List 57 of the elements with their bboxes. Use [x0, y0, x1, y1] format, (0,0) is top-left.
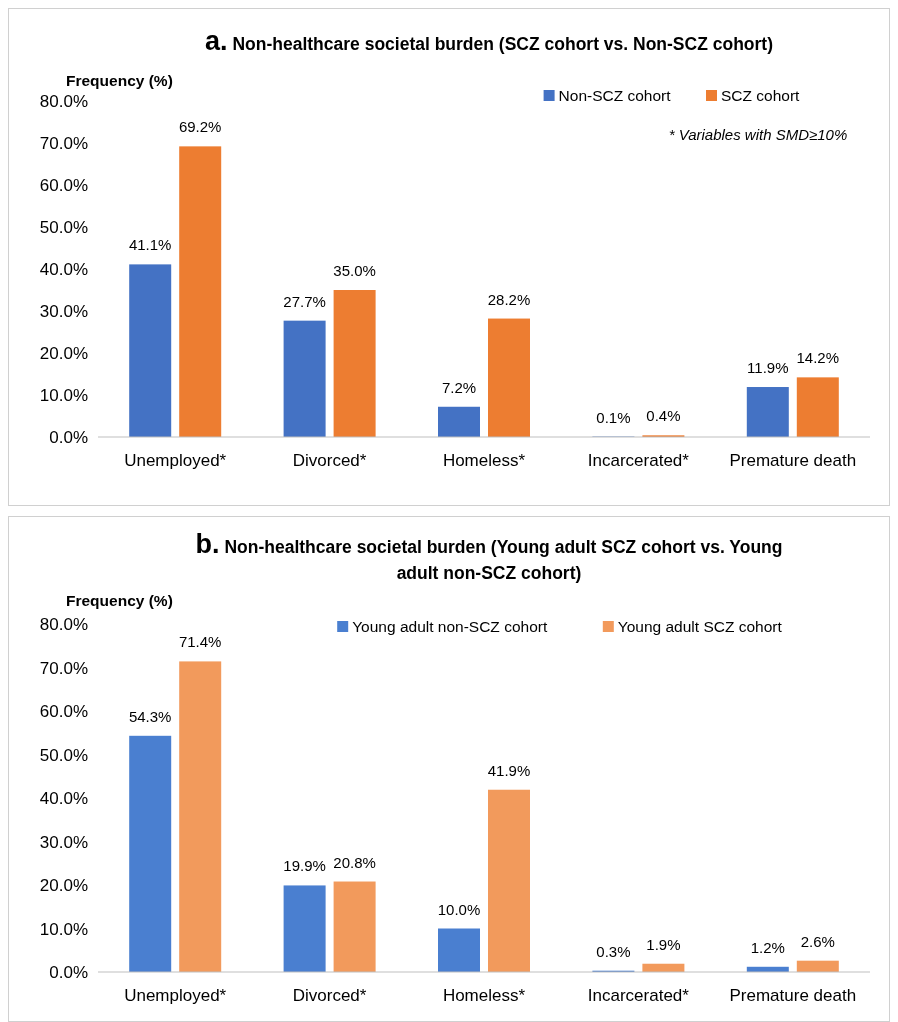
data-label: 1.2% — [750, 938, 785, 956]
data-label: 0.4% — [646, 407, 681, 425]
data-label: 35.0% — [333, 262, 376, 279]
y-tick-label: 70.0% — [39, 658, 88, 678]
y-tick-label: 10.0% — [39, 386, 88, 405]
x-tick-label: Unemployed* — [124, 986, 227, 1005]
x-tick-label: Incarcerated* — [587, 451, 690, 470]
legend-label: Young adult non-SCZ cohort — [352, 618, 548, 635]
legend-label: Non-SCZ cohort — [558, 87, 672, 104]
chart-title: b. Non-healthcare societal burden (Young adult SCZ cohort vs. Young adult non-SCZ cohort) — [195, 529, 783, 583]
y-axis-title: Frequency (%) — [66, 592, 173, 609]
x-tick-label: Divorced* — [292, 986, 367, 1005]
x-tick-label: Unemployed* — [124, 451, 227, 470]
y-tick-label: 40.0% — [39, 260, 88, 279]
annotation: * Variables with SMD≥10% — [668, 126, 848, 143]
data-label: 2.6% — [800, 932, 835, 950]
y-tick-label: 60.0% — [39, 702, 88, 721]
y-tick-label: 30.0% — [39, 302, 88, 321]
y-tick-label: 40.0% — [39, 789, 88, 808]
data-label: 10.0% — [437, 900, 481, 918]
data-label: 54.3% — [128, 707, 172, 725]
y-tick-label: 50.0% — [39, 218, 88, 237]
x-tick-label: Premature death — [729, 986, 857, 1005]
y-tick-label: 20.0% — [39, 344, 88, 363]
y-tick-label: 0.0% — [49, 428, 88, 447]
y-tick-label: 0.0% — [49, 963, 88, 982]
y-tick-label: 80.0% — [39, 92, 88, 111]
y-tick-label: 60.0% — [39, 176, 88, 195]
data-label: 69.2% — [178, 118, 222, 136]
chart-title: a. Non-healthcare societal burden (SCZ cohort vs. Non-SCZ cohort) — [205, 26, 773, 56]
x-tick-label: Divorced* — [292, 451, 367, 470]
data-label: 71.4% — [178, 633, 222, 651]
legend-label: Young adult SCZ cohort — [617, 618, 783, 635]
y-tick-label: 80.0% — [39, 615, 88, 634]
data-label: 27.7% — [283, 292, 326, 310]
y-tick-label: 10.0% — [39, 919, 88, 939]
y-tick-label: 30.0% — [39, 832, 88, 852]
data-label: 41.9% — [487, 761, 531, 779]
y-tick-label: 70.0% — [39, 134, 88, 153]
legend-label: SCZ cohort — [721, 87, 801, 104]
x-tick-label: Homeless* — [442, 986, 526, 1005]
data-label: 1.9% — [646, 935, 681, 953]
x-tick-label: Premature death — [729, 451, 857, 470]
data-label: 7.2% — [441, 378, 477, 396]
data-label: 0.3% — [596, 942, 631, 960]
data-label: 20.8% — [333, 853, 376, 871]
data-label: 28.2% — [487, 290, 531, 308]
data-label: 41.1% — [128, 236, 172, 254]
data-label: 19.9% — [283, 857, 326, 875]
data-label: 11.9% — [747, 359, 789, 377]
data-label: 0.1% — [596, 408, 631, 426]
data-label: 14.2% — [796, 349, 840, 367]
y-axis-title: Frequency (%) — [66, 72, 173, 89]
x-tick-label: Incarcerated* — [587, 986, 690, 1005]
y-tick-label: 50.0% — [39, 745, 88, 765]
y-tick-label: 20.0% — [39, 876, 88, 895]
x-tick-label: Homeless* — [442, 451, 526, 470]
